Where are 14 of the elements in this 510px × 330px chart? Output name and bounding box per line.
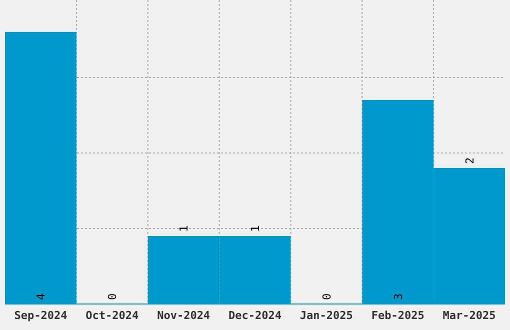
data-label: 1 (249, 225, 262, 232)
data-label: 1 (178, 225, 191, 232)
data-label: 2 (463, 157, 476, 164)
x-tick-label: Nov-2024 (157, 309, 210, 322)
x-tick-label: Jan-2025 (300, 309, 353, 322)
x-tick-label: Feb-2025 (371, 309, 424, 322)
x-tick-label: Mar-2025 (442, 309, 496, 322)
x-tick-label: Dec-2024 (228, 309, 282, 322)
data-label: 4 (34, 293, 48, 300)
data-label: 0 (320, 293, 334, 300)
x-tick-label: Sep-2024 (14, 309, 68, 322)
data-label: 3 (392, 293, 405, 300)
x-tick-label: Oct-2024 (86, 309, 140, 322)
data-label: 0 (106, 293, 120, 300)
